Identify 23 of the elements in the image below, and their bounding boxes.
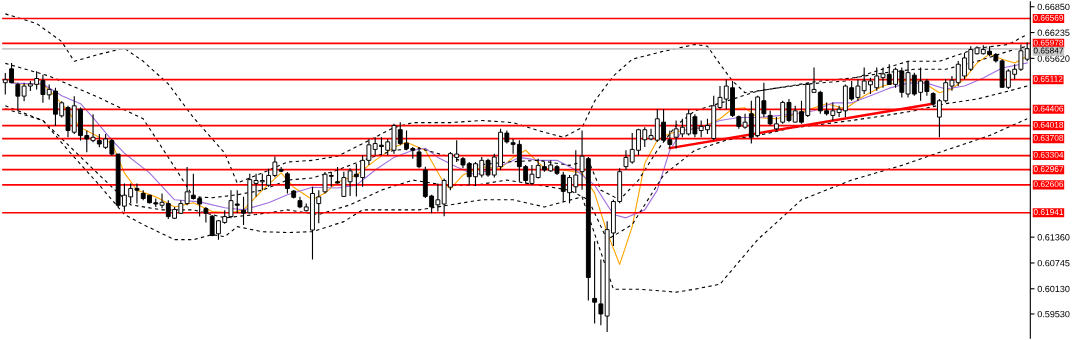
candlestick [15,82,21,112]
ref-line-label: 0.62606 [1033,181,1064,188]
candlestick [592,240,598,325]
ref-line-label: 0.63304 [1033,151,1064,158]
y-tick-label: 0.66850 [1037,3,1070,11]
y-tick-label: 0.59530 [1037,310,1070,318]
ref-line-label: 0.62967 [1033,166,1064,172]
y-tick-label: 0.66235 [1037,29,1070,36]
ref-line-label: 0.64018 [1033,121,1064,128]
y-tick-label: 0.65620 [1037,55,1070,62]
candlestick [284,171,290,195]
candlestick [203,206,209,224]
ref-line-label: 0.63708 [1033,134,1064,141]
ref-line-label: 0.61941 [1033,209,1064,215]
y-tick-label: 0.60745 [1037,259,1070,267]
y-tick-label: 0.60130 [1037,285,1070,293]
ref-line-label: 0.65112 [1033,76,1063,82]
y-tick-label: 0.61360 [1037,234,1070,241]
ref-line-label: 0.65847 [1033,47,1064,54]
ref-line-label: 0.65978 [1033,39,1064,46]
ref-line-label: 0.66569 [1033,14,1064,21]
candlestick [416,146,422,169]
ref-line-label: 0.64406 [1033,105,1064,112]
